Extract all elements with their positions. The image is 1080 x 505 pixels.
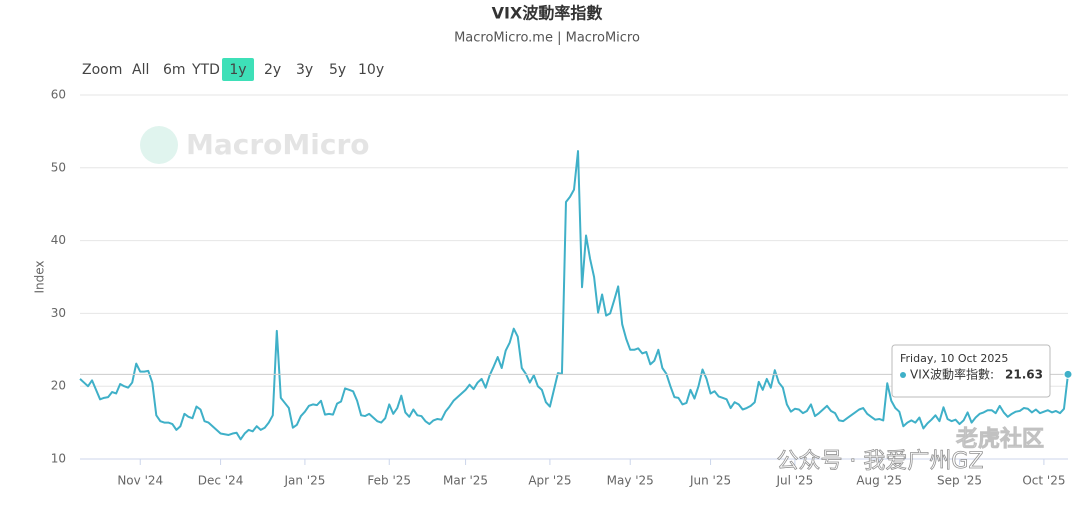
x-tick-label: Jan '25 xyxy=(283,474,325,488)
y-tick-label: 50 xyxy=(51,160,66,174)
x-tick-label: May '25 xyxy=(607,474,654,488)
range-button[interactable]: 3y xyxy=(296,62,313,78)
tooltip-label: VIX波動率指數: xyxy=(910,367,994,382)
range-button[interactable]: All xyxy=(132,62,149,78)
series-line xyxy=(79,150,1069,441)
x-tick-label: Nov '24 xyxy=(117,474,163,488)
tooltip: Friday, 10 Oct 2025 VIX波動率指數: 21.63 xyxy=(891,344,1051,398)
x-tick-label: Aug '25 xyxy=(856,474,902,488)
x-tick-label: Dec '24 xyxy=(198,474,244,488)
y-tick-label: 10 xyxy=(51,452,66,466)
tooltip-marker xyxy=(900,372,906,378)
range-button[interactable]: 1y xyxy=(229,62,246,78)
watermark-text: 老虎社区 xyxy=(955,426,1044,452)
zoom-label: Zoom xyxy=(82,62,122,78)
tooltip-value: 21.63 xyxy=(1005,368,1043,382)
hover-point xyxy=(1063,369,1073,379)
y-axis-label: Index xyxy=(33,260,47,293)
y-tick-label: 60 xyxy=(51,88,66,102)
plot: Zoom All 6m YTD 1y 2y 3y 5y 10y 10 20 30 40 50 60 Nov '… xyxy=(51,58,1073,488)
logo-circle xyxy=(140,126,178,164)
x-tick-label: Mar '25 xyxy=(443,474,488,488)
range-button[interactable]: 5y xyxy=(329,62,346,78)
range-button[interactable]: 6m xyxy=(163,62,186,78)
x-tick-label: Sep '25 xyxy=(937,474,982,488)
range-button-bg xyxy=(222,58,254,81)
y-tick-label: 20 xyxy=(51,379,66,393)
x-tick-label: Jun '25 xyxy=(689,474,731,488)
range-button[interactable]: 2y xyxy=(264,62,281,78)
range-button[interactable]: 10y xyxy=(358,62,384,78)
x-tick-label: Oct '25 xyxy=(1022,474,1065,488)
range-button[interactable]: YTD xyxy=(191,62,220,78)
y-tick-label: 30 xyxy=(51,306,66,320)
x-tick-label: Jul '25 xyxy=(775,474,813,488)
y-tick-label: 40 xyxy=(51,233,66,247)
watermark-text: 公众号 · 我爱广州GZ xyxy=(776,449,983,474)
tooltip-date: Friday, 10 Oct 2025 xyxy=(900,352,1008,365)
chart-title: VIX波動率指數 xyxy=(492,4,603,23)
x-tick-label: Apr '25 xyxy=(528,474,571,488)
x-tick-label: Feb '25 xyxy=(367,474,411,488)
chart-subtitle: MacroMicro.me | MacroMicro xyxy=(454,31,640,46)
tooltip-box xyxy=(891,344,1051,398)
watermark-text: MacroMicro xyxy=(186,128,370,161)
watermark-logo: MacroMicro xyxy=(140,126,370,164)
